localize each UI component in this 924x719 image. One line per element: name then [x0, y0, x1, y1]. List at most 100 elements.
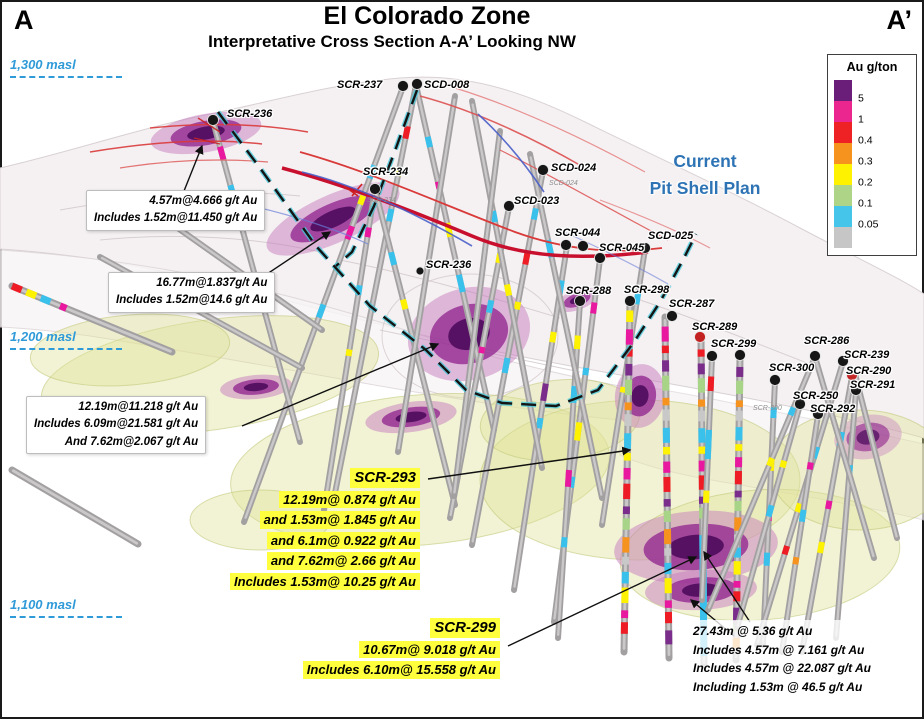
- section-marker-a: A: [14, 5, 34, 35]
- drillhole-label: SCD-023: [514, 195, 560, 207]
- annotation-line-text: Includes 6.10m@ 15.558 g/t Au: [302, 661, 500, 679]
- legend-entry: 5: [834, 80, 910, 105]
- drillhole-label: SCD-008: [424, 79, 470, 91]
- assay-note-mid-zone: 12.19m@11.218 g/t Au Includes 6.09m@21.58…: [26, 396, 207, 454]
- legend-entry: 0.05: [834, 206, 910, 231]
- legend-threshold-label: 1: [858, 113, 864, 126]
- annotation-line: and 6.1m@ 0.922 g/t Au: [230, 530, 420, 551]
- legend-swatch: [834, 122, 852, 143]
- annotation-line: 10.67m@ 9.018 g/t Au: [303, 639, 500, 660]
- annotation-title-text: SCR-299: [430, 617, 500, 638]
- annotation-line-text: 10.67m@ 9.018 g/t Au: [359, 640, 500, 659]
- annotation-line-text: 16.77m@1.837g/t Au: [156, 277, 268, 289]
- drillhole-label: SCR-239: [844, 349, 890, 361]
- drillhole-label: SCD-024: [551, 162, 597, 174]
- drillhole-label: SCR-291: [850, 379, 896, 391]
- legend-entry: [834, 227, 910, 248]
- annotation-line: 12.19m@ 0.874 g/t Au: [230, 489, 420, 510]
- drill-collars: [207, 78, 862, 420]
- drillhole-label: SCR-234: [363, 166, 409, 178]
- annotation-line-text: 4.57m@4.666 g/t Au: [149, 195, 258, 207]
- annotation-line-text: Includes 4.57m @ 7.161 g/t Au: [693, 642, 865, 657]
- annotation-line: Includes 1.52m@11.450 g/t Au: [94, 210, 257, 227]
- annotation-title: SCR-293: [230, 466, 420, 489]
- legend-threshold-label: 0.05: [858, 218, 879, 231]
- legend-swatch: [834, 227, 852, 248]
- assay-note-scr299: SCR-299 10.67m@ 9.018 g/t Au Includes 6.10…: [302, 616, 500, 681]
- collar-ghost-label: SCR-300: [753, 405, 782, 412]
- annotation-line: Including 1.53m @ 46.5 g/t Au: [693, 678, 871, 697]
- legend-swatch: [834, 185, 852, 206]
- annotation-title: SCR-299: [303, 616, 500, 639]
- legend-threshold-label: 0.1: [858, 197, 873, 210]
- section-marker-a-prime: A’: [886, 5, 912, 35]
- annotation-line: And 7.62m@2.067 g/t Au: [34, 434, 199, 451]
- drillhole-label: SCR-298: [624, 284, 670, 296]
- legend-entry: 0.4: [834, 122, 910, 147]
- annotation-line-text: and 6.1m@ 0.922 g/t Au: [266, 531, 420, 550]
- legend-entry: 0.3: [834, 143, 910, 168]
- legend-swatch: [834, 206, 852, 227]
- legend-swatch: [834, 143, 852, 164]
- fault-vein-lines: [89, 87, 711, 285]
- drillhole-label: SCR-045: [599, 242, 645, 254]
- annotation-line-text: Includes 1.52m@14.6 g/t Au: [116, 294, 268, 307]
- annotation-line: Includes 1.52m@14.6 g/t Au: [116, 292, 267, 309]
- drill-holes: [8, 82, 900, 670]
- annotation-line: 12.19m@11.218 g/t Au: [34, 399, 198, 416]
- legend-swatch: [834, 164, 852, 185]
- legend-threshold-label: 0.4: [858, 134, 873, 147]
- collar-ghost-label: SCD-024: [549, 180, 578, 187]
- elevation-label: 1,300 masl: [10, 57, 76, 72]
- drillhole-label: SCR-250: [793, 390, 839, 402]
- annotation-line: 27.43m @ 5.36 g/t Au: [693, 622, 871, 641]
- page-subtitle: Interpretative Cross Section A-A’ Lookin…: [208, 32, 576, 51]
- legend-entries: 5 1 0.4 0.3 0.2 0.1 0.05: [834, 80, 910, 248]
- pit-shell-label: Current Pit Shell Plan: [620, 148, 790, 202]
- annotation-line: 4.57m@4.666 g/t Au: [94, 193, 257, 210]
- drillhole-label: SCR-292: [810, 403, 856, 415]
- drillhole-label: SCR-288: [566, 285, 612, 297]
- annotation-line-text: 27.43m @ 5.36 g/t Au: [693, 624, 813, 638]
- page-title: El Colorado Zone: [323, 2, 531, 30]
- pit-shell-label-line1: Current: [673, 151, 737, 171]
- annotation-line: Includes 6.10m@ 15.558 g/t Au: [302, 660, 500, 681]
- drillhole-label: SCR-290: [846, 365, 892, 377]
- annotation-line-text: 12.19m@11.218 g/t Au: [78, 401, 199, 413]
- elevation-label: 1,100 masl: [10, 597, 76, 612]
- legend-entry: 0.2: [834, 164, 910, 189]
- legend-threshold-label: 5: [858, 92, 864, 105]
- annotation-line: and 1.53m@ 1.845 g/t Au: [230, 510, 420, 531]
- assay-note-scr236: 4.57m@4.666 g/t Au Includes 1.52m@11.450 …: [86, 190, 266, 231]
- annotation-line-text: And 7.62m@2.067 g/t Au: [64, 435, 199, 448]
- annotation-title-text: SCR-293: [350, 467, 420, 488]
- elevation-dashed-line: [10, 616, 122, 618]
- elevation-dashed-line: [10, 348, 122, 350]
- collar-ghost-label: SCR-234: [367, 197, 396, 204]
- annotation-line-text: Including 1.53m @ 46.5 g/t Au: [693, 679, 863, 694]
- elevation-marker: 1,300 masl: [10, 57, 122, 78]
- legend-title: Au g/ton: [846, 60, 898, 74]
- drillhole-label: SCR-286: [804, 335, 850, 347]
- pit-shell-label-line2: Pit Shell Plan: [649, 178, 761, 199]
- assay-note-scr234: 16.77m@1.837g/t Au Includes 1.52m@14.6 g/…: [108, 272, 276, 313]
- annotation-line: and 7.62m@ 2.66 g/t Au: [230, 551, 420, 572]
- drillhole-label: SCR-300: [769, 362, 815, 374]
- drillhole-label: SCR-287: [669, 298, 715, 310]
- pit-shell-outline: [216, 89, 699, 409]
- annotation-line-text: Includes 6.09m@21.581 g/t Au: [34, 418, 199, 431]
- annotation-line-text: and 7.62m@ 2.66 g/t Au: [266, 552, 420, 570]
- legend-swatch: [834, 101, 852, 122]
- drillhole-label: SCR-236: [426, 259, 472, 271]
- annotation-line: Includes 6.09m@21.581 g/t Au: [34, 416, 198, 433]
- legend-swatch: [834, 80, 852, 101]
- annotation-line-text: Includes 1.52m@11.450 g/t Au: [94, 212, 258, 225]
- elevation-label: 1,200 masl: [10, 329, 76, 344]
- legend-entry: 1: [834, 101, 910, 126]
- drillhole-label: SCR-289: [692, 321, 738, 333]
- annotation-line-text: 12.19m@ 0.874 g/t Au: [279, 490, 420, 509]
- drillhole-label: SCR-044: [555, 227, 601, 239]
- annotation-line-text: Includes 1.53m@ 10.25 g/t Au: [230, 572, 420, 591]
- elevation-marker: 1,100 masl: [10, 597, 122, 618]
